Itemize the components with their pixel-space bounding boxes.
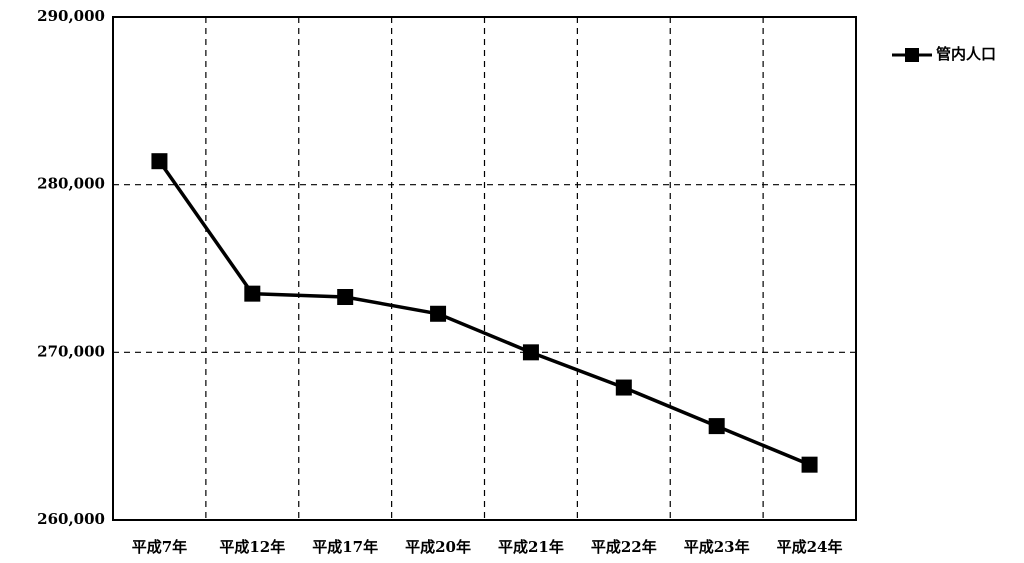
y-tick-label: 280,000 bbox=[37, 175, 105, 193]
marker bbox=[151, 153, 168, 170]
series-line bbox=[158, 160, 811, 467]
marker bbox=[708, 418, 725, 435]
y-tick-label: 260,000 bbox=[37, 510, 105, 528]
marker bbox=[615, 379, 632, 396]
marker bbox=[337, 289, 354, 306]
marker bbox=[522, 344, 539, 361]
x-tick-label: 平成21年 bbox=[498, 538, 564, 556]
y-tick-label: 290,000 bbox=[37, 7, 105, 25]
marker bbox=[801, 456, 818, 473]
y-tick-label: 270,000 bbox=[37, 342, 105, 360]
legend-label: 管内人口 bbox=[936, 45, 996, 63]
x-tick-label: 平成12年 bbox=[219, 538, 285, 556]
x-tick-label: 平成20年 bbox=[405, 538, 471, 556]
x-tick-label: 平成22年 bbox=[591, 538, 657, 556]
marker bbox=[430, 305, 447, 322]
plot-frame bbox=[112, 16, 857, 521]
legend-marker bbox=[905, 48, 919, 62]
marker bbox=[244, 285, 261, 302]
x-tick-label: 平成17年 bbox=[312, 538, 378, 556]
x-tick-label: 平成24年 bbox=[777, 538, 843, 556]
x-tick-label: 平成7年 bbox=[132, 538, 187, 556]
x-tick-label: 平成23年 bbox=[684, 538, 750, 556]
